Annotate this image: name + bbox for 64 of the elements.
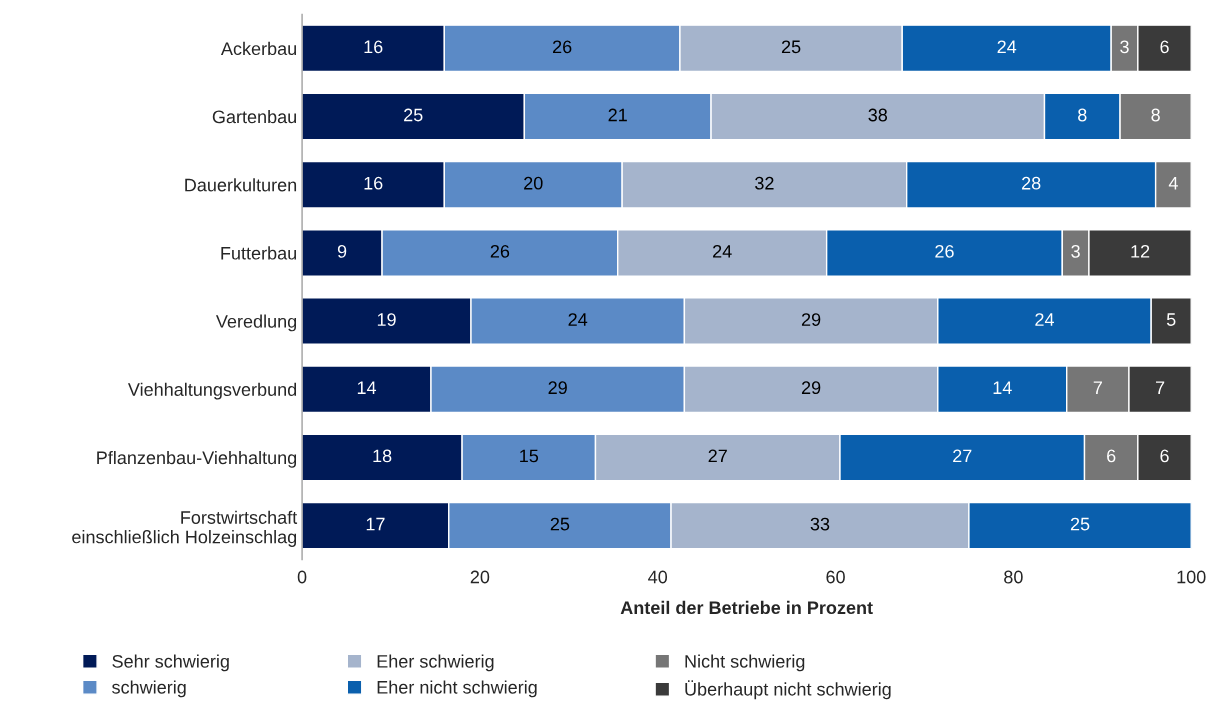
x-tick-label: 40 [648,570,668,584]
data-label: 24 [1035,313,1055,326]
legend-label: Eher schwierig [377,654,494,672]
data-label: 33 [810,517,830,531]
x-tick-label: 60 [826,570,845,584]
data-label: 24 [997,40,1017,54]
data-label: 25 [404,108,423,122]
y-tick-label: Ackerbau [220,41,297,56]
data-label: 17 [366,517,385,531]
y-tick-label: Viehhaltungsverbund [127,382,297,400]
x-tick-label: 20 [470,570,490,584]
data-label: 7 [1155,381,1165,394]
data-label: 32 [755,176,774,190]
data-label: 16 [364,176,383,190]
data-label: 24 [568,313,588,326]
data-label: 3 [1120,40,1129,54]
data-label: 14 [357,381,377,394]
data-label: 29 [801,313,821,326]
data-label: 24 [713,244,732,258]
data-label: 27 [953,449,972,463]
data-label: 8 [1078,108,1087,122]
data-label: 14 [993,381,1012,394]
data-label: 38 [868,108,888,122]
data-label: 6 [1160,449,1169,463]
data-label: 26 [490,244,510,258]
data-label: 25 [550,517,570,531]
legend-label: schwierig [112,680,186,698]
data-label: 27 [708,449,727,463]
data-label: 25 [1070,517,1090,531]
x-axis-title: Anteil der Betriebe in Prozent [620,600,873,615]
data-label: 28 [1022,176,1041,190]
data-label: 3 [1071,244,1080,258]
data-label: 7 [1093,381,1102,394]
y-tick-label: Dauerkulturen [185,178,297,192]
data-label: 29 [801,381,821,395]
y-tick-label: Gartenbau [212,109,297,124]
data-label: 29 [548,381,567,395]
x-tick-label: 100 [1177,570,1206,584]
data-label: 26 [935,244,954,258]
y-tick-label: Forstwirtschaft einschließlich Holzeinschlag [72,510,298,547]
data-label: 8 [1151,108,1160,122]
data-label: 6 [1107,449,1116,463]
data-label: 6 [1160,40,1169,54]
legend-label: Sehr schwierig [112,654,229,672]
y-tick-label: Veredlung [215,314,297,332]
data-label: 5 [1166,313,1176,326]
data-label: 4 [1168,176,1178,190]
y-tick-label: Futterbau [221,246,297,260]
x-tick-label: 80 [1004,570,1023,584]
legend-label: Nicht schwierig [685,654,805,672]
x-tick-label: 0 [297,570,307,584]
data-label: 20 [524,176,543,190]
legend-label: Eher nicht schwierig [377,680,537,698]
data-label: 15 [520,449,539,463]
data-label: 9 [337,244,347,258]
y-tick-label: Pflanzenbau-Viehhaltung [97,450,297,468]
data-label: 12 [1131,244,1150,258]
data-label: 21 [608,108,627,122]
data-label: 18 [373,449,392,463]
data-label: 19 [377,313,396,326]
data-label: 16 [364,40,383,54]
data-label: 25 [781,40,801,54]
legend-label: Überhaupt nicht schwierig [685,680,891,700]
data-label: 26 [553,40,572,54]
